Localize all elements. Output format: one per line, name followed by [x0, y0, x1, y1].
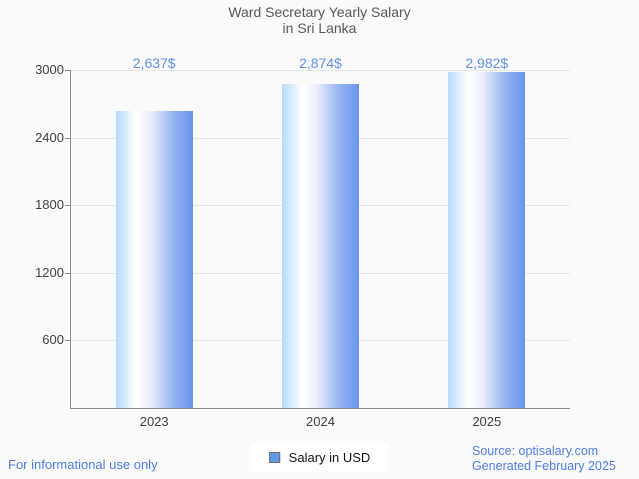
x-axis-label: 2024	[306, 414, 335, 429]
y-axis-tick	[65, 340, 71, 341]
generated-date: Generated February 2025	[472, 459, 616, 473]
y-axis-label: 2400	[35, 130, 64, 145]
chart-title: Ward Secretary Yearly Salary in Sri Lank…	[0, 4, 639, 36]
y-axis-label: 600	[42, 332, 64, 347]
source-link[interactable]: Source: optisalary.com	[472, 444, 599, 458]
y-axis-label: 3000	[35, 62, 64, 77]
chart-legend: Salary in USD	[251, 443, 388, 472]
y-axis-tick	[65, 273, 71, 274]
y-axis-label: 1800	[35, 197, 64, 212]
chart-title-line2: in Sri Lanka	[282, 20, 357, 36]
y-axis-tick	[65, 138, 71, 139]
y-axis-line	[70, 70, 71, 409]
legend-swatch-icon	[268, 452, 280, 463]
y-axis-tick	[65, 70, 71, 71]
gridline	[71, 70, 570, 71]
legend-label: Salary in USD	[288, 450, 371, 465]
x-axis-label: 2023	[139, 414, 169, 429]
bar-value-label: 2,874$	[299, 55, 342, 71]
bar-2024[interactable]	[282, 84, 359, 408]
y-axis-label: 1200	[35, 265, 64, 280]
source-block: Source: optisalary.com Generated Februar…	[472, 444, 616, 474]
bar-value-label: 2,982$	[465, 55, 509, 71]
bar-2025[interactable]	[448, 72, 526, 408]
x-axis-label: 2025	[472, 414, 502, 429]
chart-title-line1: Ward Secretary Yearly Salary	[228, 4, 411, 20]
bar-2023[interactable]	[115, 110, 193, 408]
disclaimer-text: For informational use only	[8, 457, 158, 472]
bar-value-label: 2,637$	[132, 55, 176, 71]
y-axis-tick	[65, 205, 71, 206]
x-axis-line	[70, 408, 570, 409]
